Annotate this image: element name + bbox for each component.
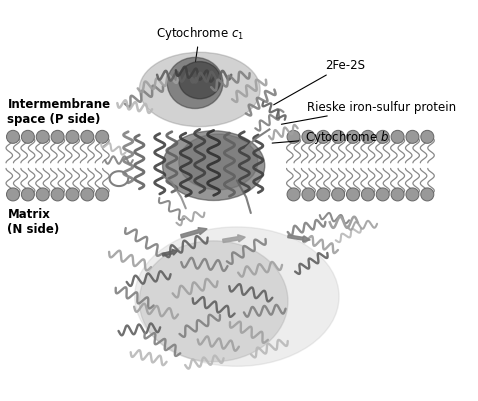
Circle shape: [96, 188, 109, 201]
Text: Cytochrome $c_1$: Cytochrome $c_1$: [156, 25, 244, 63]
Circle shape: [317, 131, 330, 144]
Circle shape: [361, 188, 374, 201]
Ellipse shape: [140, 53, 260, 127]
Text: Cytochrome $b$: Cytochrome $b$: [272, 129, 389, 146]
Circle shape: [376, 131, 389, 144]
Text: Matrix
(N side): Matrix (N side): [8, 207, 60, 235]
Circle shape: [317, 188, 330, 201]
Ellipse shape: [163, 132, 265, 201]
Circle shape: [376, 188, 389, 201]
Circle shape: [391, 188, 404, 201]
Circle shape: [332, 131, 345, 144]
Text: Rieske iron-sulfur protein: Rieske iron-sulfur protein: [282, 100, 456, 125]
FancyArrow shape: [288, 235, 310, 242]
Circle shape: [287, 131, 300, 144]
Circle shape: [51, 131, 64, 144]
Ellipse shape: [179, 63, 221, 99]
Ellipse shape: [140, 241, 288, 362]
Circle shape: [406, 188, 419, 201]
Circle shape: [81, 131, 94, 144]
Circle shape: [66, 188, 79, 201]
Circle shape: [7, 131, 20, 144]
Circle shape: [66, 131, 79, 144]
Circle shape: [96, 131, 109, 144]
FancyArrow shape: [223, 235, 245, 243]
FancyArrow shape: [181, 228, 207, 238]
Circle shape: [347, 188, 359, 201]
Circle shape: [51, 188, 64, 201]
Circle shape: [406, 131, 419, 144]
Circle shape: [302, 188, 315, 201]
Ellipse shape: [167, 58, 223, 109]
Circle shape: [36, 188, 49, 201]
Ellipse shape: [135, 227, 339, 367]
Circle shape: [7, 188, 20, 201]
Circle shape: [361, 131, 374, 144]
Circle shape: [347, 131, 359, 144]
Circle shape: [391, 131, 404, 144]
Circle shape: [22, 188, 34, 201]
Circle shape: [22, 131, 34, 144]
Circle shape: [302, 131, 315, 144]
Circle shape: [36, 131, 49, 144]
Text: 2Fe-2S: 2Fe-2S: [274, 59, 365, 105]
Circle shape: [81, 188, 94, 201]
Circle shape: [332, 188, 345, 201]
Circle shape: [421, 131, 434, 144]
FancyArrow shape: [162, 250, 177, 257]
Ellipse shape: [179, 135, 258, 190]
Text: Intermembrane
space (P side): Intermembrane space (P side): [8, 98, 110, 126]
Circle shape: [287, 188, 300, 201]
Circle shape: [421, 188, 434, 201]
